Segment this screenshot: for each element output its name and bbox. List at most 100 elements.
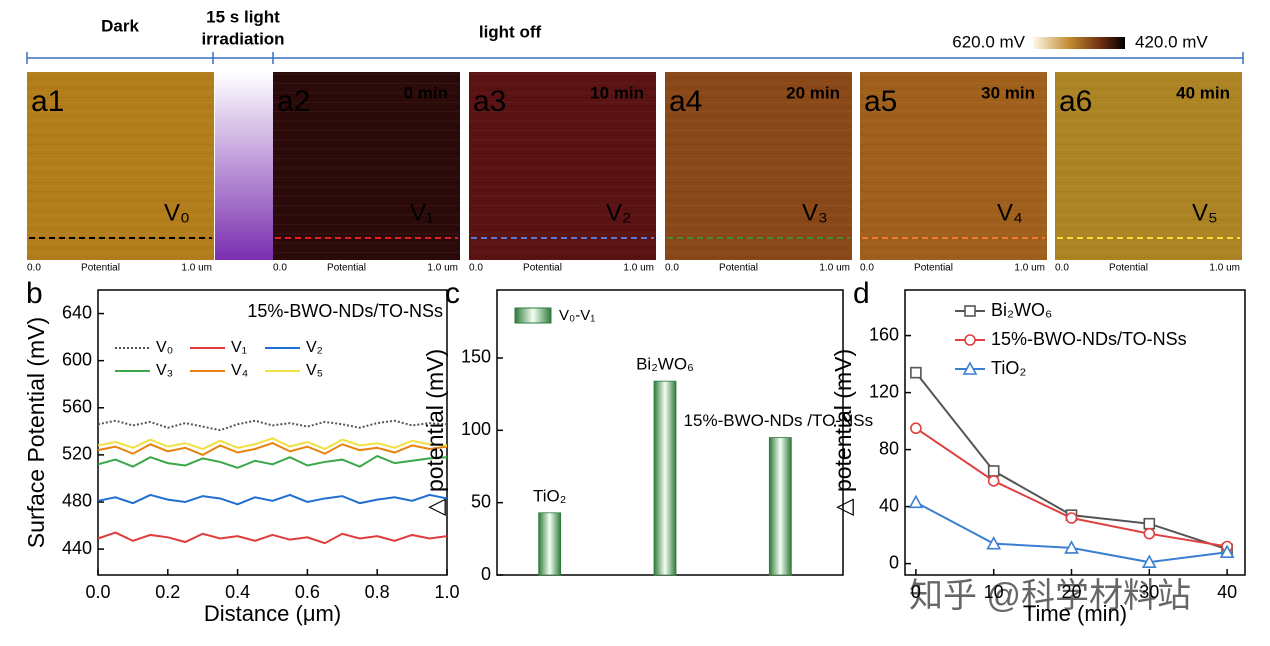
bar-label: TiO₂ xyxy=(533,486,566,505)
panel-label: a6 xyxy=(1059,85,1092,118)
x-tick-label: 40 xyxy=(1217,582,1237,602)
x-tick-label: 0 xyxy=(911,582,921,602)
marker xyxy=(1065,512,1078,524)
scan-start: 0.0 xyxy=(27,263,41,274)
scan-name: Potential xyxy=(719,263,758,274)
time-label: 30 min xyxy=(981,83,1035,102)
scan-end: 1.0 um xyxy=(819,263,850,274)
panel-label: a3 xyxy=(473,85,506,118)
line-label: V₅ xyxy=(1192,199,1218,226)
marker xyxy=(908,494,924,509)
panel-label: b xyxy=(26,277,43,310)
x-axis-title: Distance (μm) xyxy=(204,601,341,626)
scan-end: 1.0 um xyxy=(623,263,654,274)
panel-label: a4 xyxy=(669,85,702,118)
scan-name: Potential xyxy=(914,263,953,274)
legend-label: V₀-V₁ xyxy=(559,307,595,324)
x-axis-title: Time (min) xyxy=(1023,601,1127,626)
time-label: 20 min xyxy=(786,83,840,102)
time-label: 40 min xyxy=(1176,83,1230,102)
timeline xyxy=(26,52,1244,64)
legend-marker xyxy=(964,305,976,317)
data-line xyxy=(97,442,448,456)
dark-label: Dark xyxy=(101,16,139,35)
line-label: V₃ xyxy=(802,199,828,226)
y-tick-label: 520 xyxy=(62,444,92,464)
legend-label: V₁ xyxy=(231,339,247,356)
y-tick-label: 50 xyxy=(471,491,491,511)
legend-label: V₀ xyxy=(156,339,173,356)
colorbar xyxy=(1033,37,1125,49)
scan-end: 1.0 um xyxy=(427,263,458,274)
line-label: V₄ xyxy=(997,199,1023,226)
marker xyxy=(1143,517,1156,530)
x-tick-label: 0.0 xyxy=(85,582,110,602)
irradiation-strip xyxy=(215,72,273,260)
panel-label: a2 xyxy=(277,85,310,118)
y-tick-label: 480 xyxy=(62,491,92,511)
time-label: 10 min xyxy=(590,83,644,102)
scan-name: Potential xyxy=(1109,263,1148,274)
kpfm-image xyxy=(665,72,852,260)
marker xyxy=(1219,544,1235,558)
annotation: 15%-BWO-NDs/TO-NSs xyxy=(247,301,443,321)
scan-start: 0.0 xyxy=(665,263,679,274)
marker xyxy=(987,475,1000,487)
scan-start: 0.0 xyxy=(273,263,287,274)
data-line xyxy=(97,493,448,506)
marker xyxy=(1143,527,1156,540)
x-tick-label: 0.8 xyxy=(365,582,390,602)
scan-end: 1.0 um xyxy=(1209,263,1240,274)
kpfm-image xyxy=(860,72,1047,260)
legend-label: V₂ xyxy=(306,339,323,356)
data-line xyxy=(97,531,448,545)
plot-frame xyxy=(904,289,1246,576)
marker xyxy=(1141,554,1157,568)
irradiation-label: 15 s light xyxy=(206,7,280,26)
y-tick-label: 120 xyxy=(869,381,899,401)
y-tick-label: 640 xyxy=(62,302,92,322)
x-tick-label: 10 xyxy=(984,582,1004,602)
legend-label: TiO₂ xyxy=(991,358,1026,378)
marker xyxy=(986,535,1002,550)
scan-end: 1.0 um xyxy=(181,263,212,274)
legend-marker xyxy=(962,361,978,375)
scan-end: 1.0 um xyxy=(1014,263,1045,274)
scan-start: 0.0 xyxy=(469,263,483,274)
kpfm-image xyxy=(469,72,656,260)
panel-label: d xyxy=(853,277,870,310)
line-label: V₂ xyxy=(606,199,631,226)
panel-label: a5 xyxy=(864,85,897,118)
legend-label: V₅ xyxy=(306,362,323,379)
bar xyxy=(768,437,792,576)
kpfm-image xyxy=(27,72,214,260)
colorbar-high: 620.0 mV xyxy=(952,32,1025,51)
kpfm-image xyxy=(1055,72,1242,260)
y-tick-label: 0 xyxy=(889,552,899,572)
line-label: V₀ xyxy=(164,199,190,226)
y-tick-label: 560 xyxy=(62,397,92,417)
y-tick-label: 0 xyxy=(481,564,491,584)
marker xyxy=(910,366,922,379)
panel-label: c xyxy=(445,277,460,310)
bar xyxy=(538,512,562,576)
line-label: V₁ xyxy=(410,199,434,226)
y-axis-title: △ potential (mV) xyxy=(422,349,448,516)
x-tick-label: 1.0 xyxy=(434,582,459,602)
data-line xyxy=(915,427,1228,548)
y-axis-title: Surface Potential (mV) xyxy=(23,317,49,548)
plot-frame xyxy=(97,289,448,576)
light-off-label: light off xyxy=(479,22,542,41)
data-line xyxy=(97,437,448,451)
panel-label: a1 xyxy=(31,85,64,118)
legend-label: 15%-BWO-NDs/TO-NSs xyxy=(991,329,1187,349)
watermark: 知乎 @科学材料站 xyxy=(909,577,1191,615)
marker xyxy=(987,465,1000,477)
y-tick-label: 80 xyxy=(879,438,899,458)
marker xyxy=(1064,540,1079,554)
legend-marker xyxy=(964,334,976,346)
legend-label: V₃ xyxy=(156,362,173,379)
bar-label: 15%-BWO-NDs /TO-NSs xyxy=(684,411,874,430)
y-tick-label: 600 xyxy=(62,349,92,369)
